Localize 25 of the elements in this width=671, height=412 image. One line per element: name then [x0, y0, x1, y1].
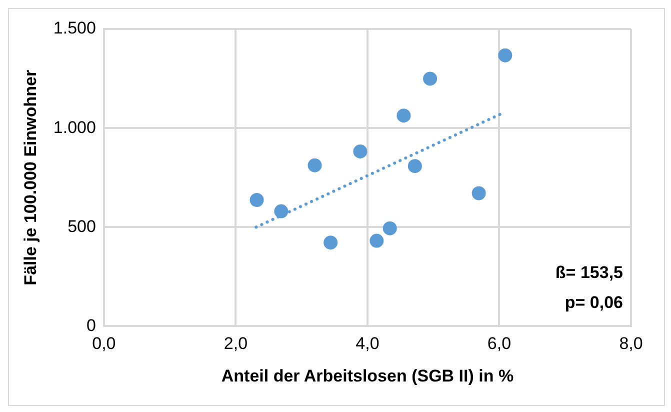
x-axis-title: Anteil der Arbeitslosen (SGB II) in %: [221, 366, 514, 386]
x-tick-label: 6,0: [487, 334, 512, 354]
point: [324, 236, 338, 250]
point: [472, 186, 486, 200]
y-tick-label: 0: [86, 316, 96, 335]
point: [408, 159, 422, 174]
x-tick-label: 0,0: [92, 334, 116, 354]
point: [370, 234, 384, 248]
annotation: p= 0,06: [564, 293, 623, 312]
y-axis-title: Fälle je 100.000 Einwohner: [20, 70, 40, 286]
point: [498, 48, 512, 62]
y-tick-label: 1.000: [53, 118, 96, 137]
x-tick-label: 8,0: [619, 334, 643, 354]
annotation: ß= 153,5: [555, 263, 623, 282]
y-tick-label: 1.500: [53, 18, 96, 38]
point: [396, 108, 411, 123]
point: [250, 192, 264, 207]
point: [353, 144, 368, 158]
x-tick-label: 4,0: [356, 334, 380, 354]
y-tick-label: 500: [68, 216, 96, 236]
point: [423, 72, 438, 86]
point: [382, 221, 397, 236]
point: [274, 204, 288, 218]
point: [308, 158, 322, 172]
x-tick-label: 2,0: [224, 334, 248, 354]
